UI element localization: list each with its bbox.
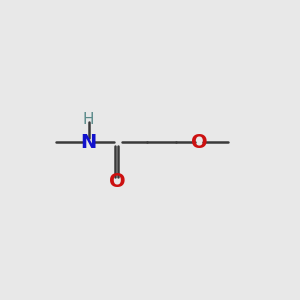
Text: H: H xyxy=(83,112,94,127)
Text: O: O xyxy=(191,133,207,152)
Text: O: O xyxy=(110,172,126,191)
Text: N: N xyxy=(80,133,97,152)
